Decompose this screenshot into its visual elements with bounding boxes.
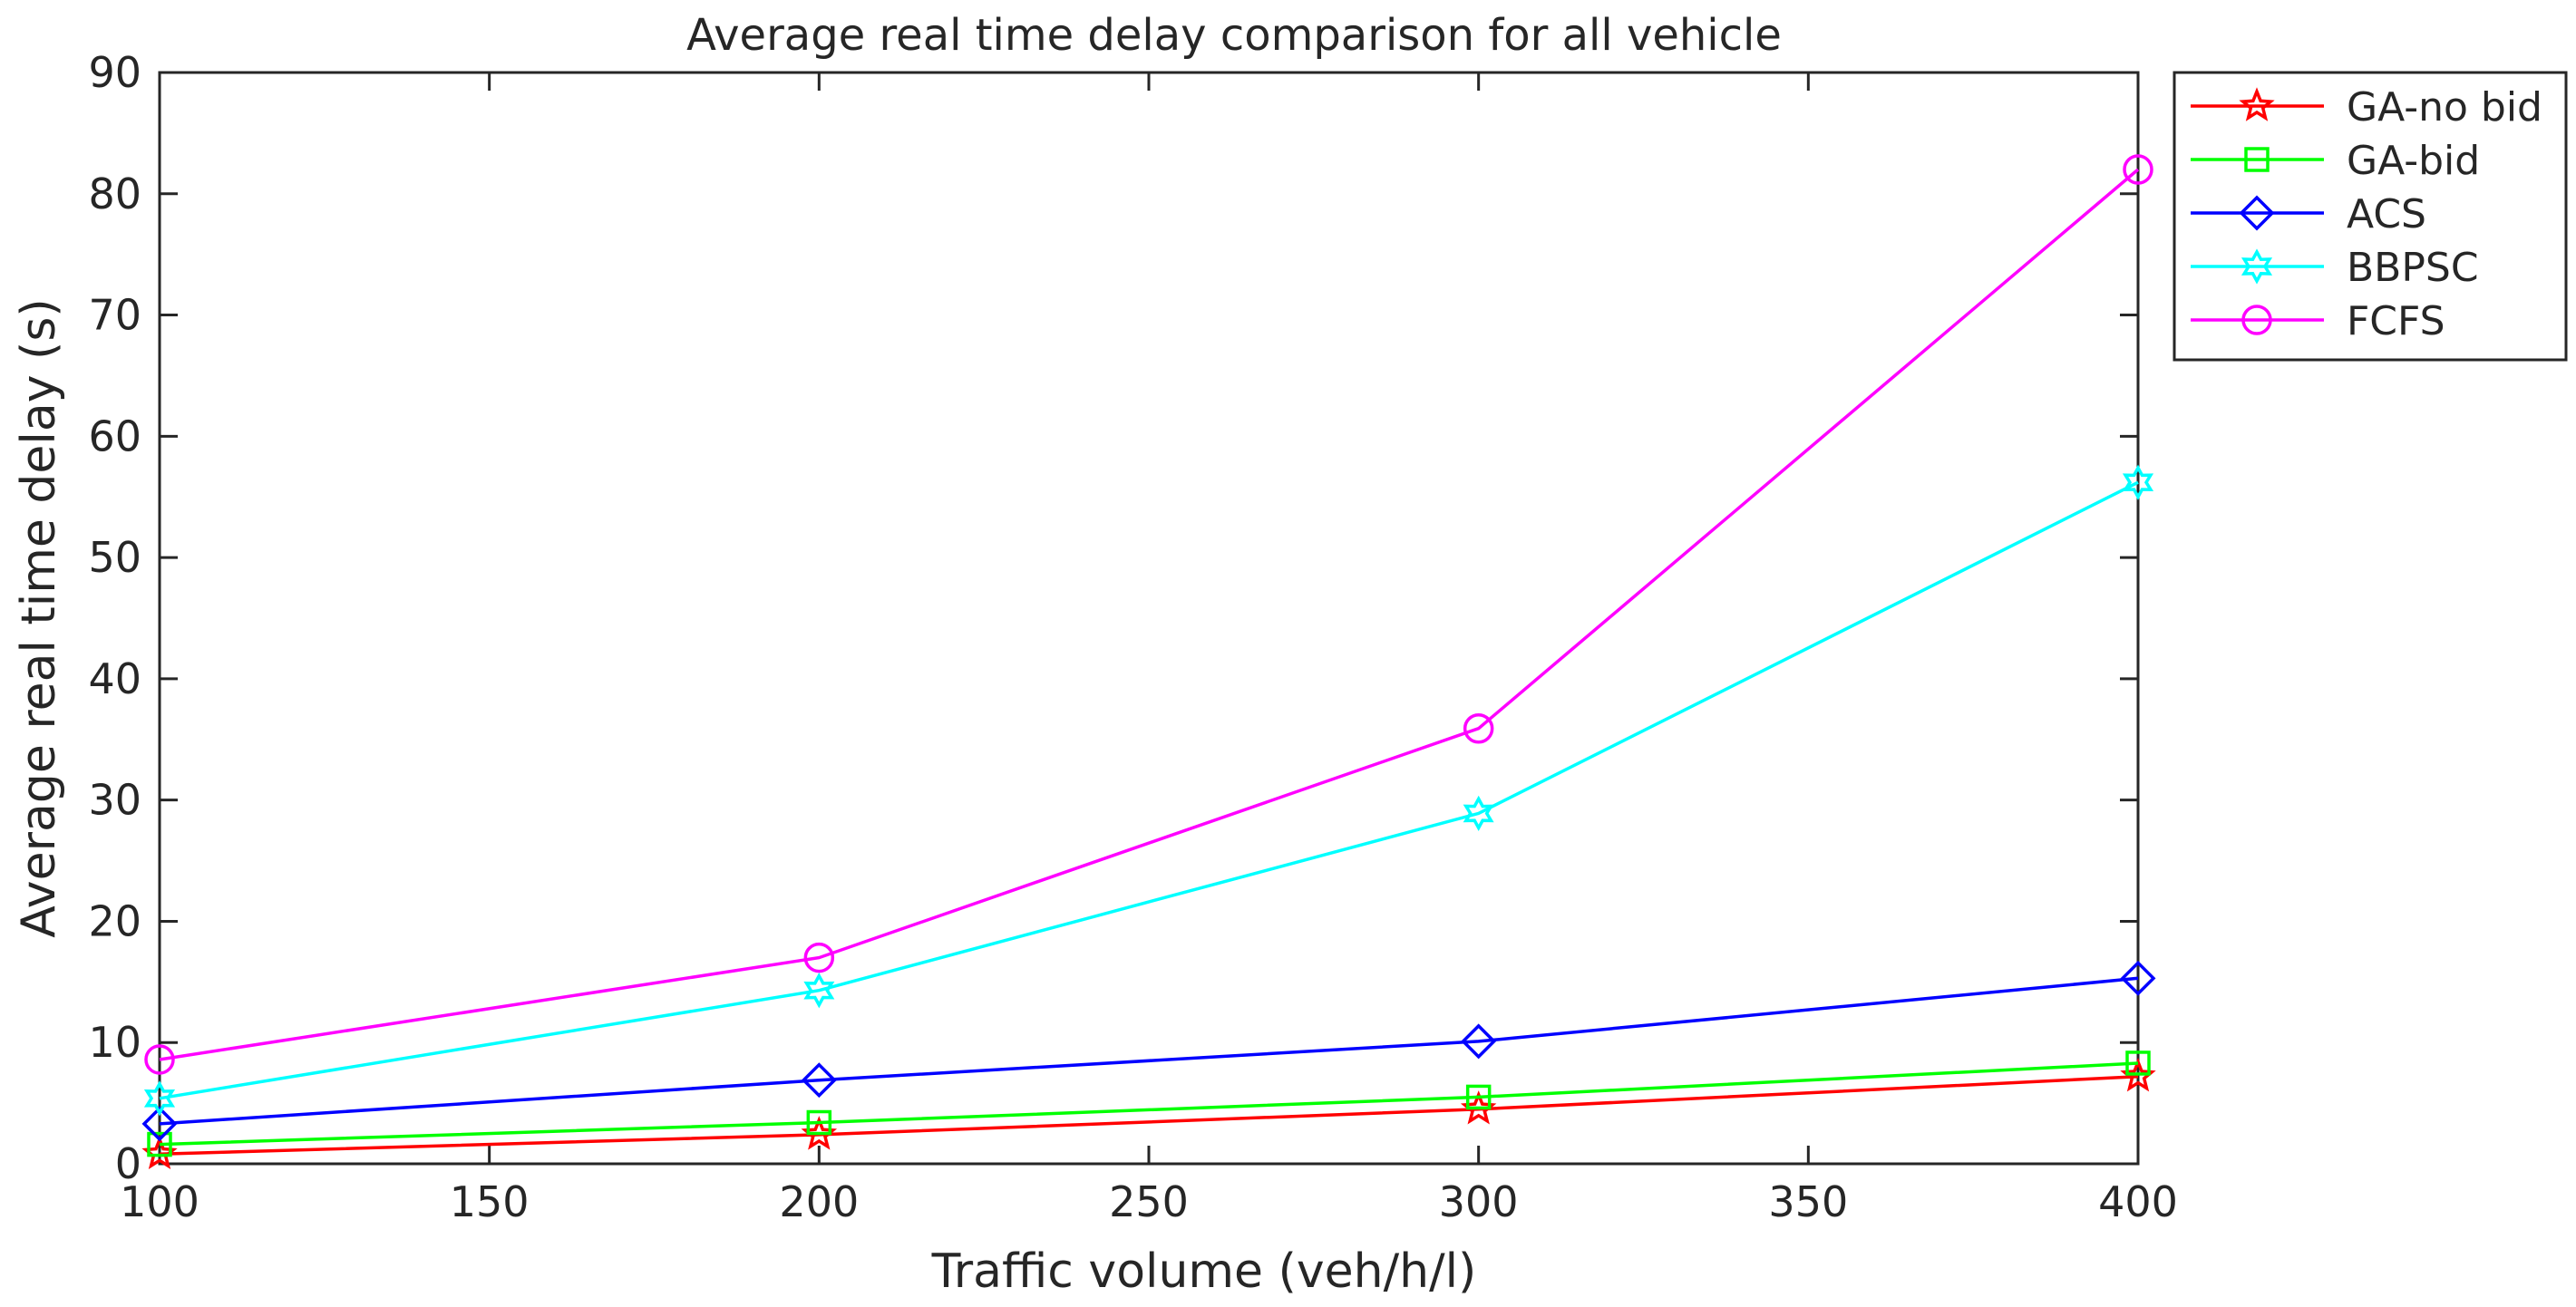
y-tick-label: 40	[88, 654, 141, 703]
legend-marker	[2244, 147, 2270, 172]
series-acs	[141, 960, 2156, 1142]
legend-label: BBPSC	[2347, 245, 2479, 291]
legend-marker	[2241, 305, 2272, 335]
legend-marker	[2241, 248, 2273, 285]
y-tick-label: 20	[88, 896, 141, 945]
series-fcfs	[144, 154, 2153, 1075]
y-tick-label: 10	[88, 1018, 141, 1067]
legend-entry: GA-bid	[2191, 138, 2480, 184]
data-point	[803, 942, 835, 973]
data-point	[2125, 1050, 2151, 1076]
data-point	[1465, 1084, 1492, 1110]
y-tick-label: 60	[88, 411, 141, 460]
x-tick-label: 350	[1768, 1177, 1848, 1226]
series-line	[159, 1074, 2139, 1157]
y-tick-label: 0	[115, 1139, 141, 1188]
data-point	[806, 1109, 832, 1136]
chart-title: Average real time delay comparison for a…	[686, 10, 1782, 61]
series-line	[159, 976, 2139, 1126]
legend-entry: BBPSC	[2191, 245, 2479, 291]
y-tick-label: 80	[88, 169, 141, 218]
data-point	[2123, 154, 2153, 185]
legend-entry: FCFS	[2191, 298, 2445, 344]
legend-label: GA-no bid	[2347, 84, 2542, 131]
x-tick-label: 300	[1439, 1177, 1519, 1226]
x-tick-label: 100	[120, 1177, 199, 1226]
legend-marker	[2239, 87, 2275, 121]
legend-label: GA-bid	[2347, 138, 2480, 184]
legend-label: ACS	[2347, 191, 2426, 237]
legend-entry: GA-no bid	[2191, 84, 2542, 131]
x-tick-label: 400	[2098, 1177, 2178, 1226]
x-tick-label: 250	[1109, 1177, 1189, 1226]
series-ga-bid	[147, 1050, 2151, 1157]
data-point	[2120, 960, 2156, 996]
x-tick-label: 150	[450, 1177, 530, 1226]
series-bbpsc	[143, 464, 2154, 1117]
legend: GA-no bid GA-bid ACS BBPSC FCFS	[2173, 71, 2568, 362]
data-point	[141, 1106, 178, 1142]
data-point	[147, 1131, 172, 1157]
plot-area	[158, 71, 2140, 1166]
legend-box	[2173, 71, 2568, 362]
data-point	[1461, 1023, 1497, 1060]
data-point	[1463, 795, 1494, 832]
data-point	[144, 1044, 175, 1075]
data-point	[801, 1062, 837, 1099]
x-tick-label: 200	[779, 1177, 859, 1226]
data-point	[143, 1080, 176, 1117]
y-tick-label: 90	[88, 48, 141, 97]
data-point	[803, 973, 835, 1009]
y-axis-label: Average real time delay (s)	[12, 298, 66, 937]
series-line	[159, 480, 2139, 1100]
series-line	[159, 168, 2140, 1061]
series-line	[159, 1061, 2139, 1147]
legend-entry: ACS	[2191, 191, 2426, 237]
data-point	[1463, 712, 1494, 744]
y-tick-label: 30	[88, 776, 141, 825]
y-tick-label: 70	[88, 291, 141, 340]
y-tick-label: 50	[88, 533, 141, 582]
x-axis-label: Traffic volume (veh/h/l)	[931, 1244, 1477, 1299]
legend-marker	[2239, 195, 2275, 231]
data-point	[2122, 464, 2154, 500]
legend-label: FCFS	[2347, 298, 2445, 344]
